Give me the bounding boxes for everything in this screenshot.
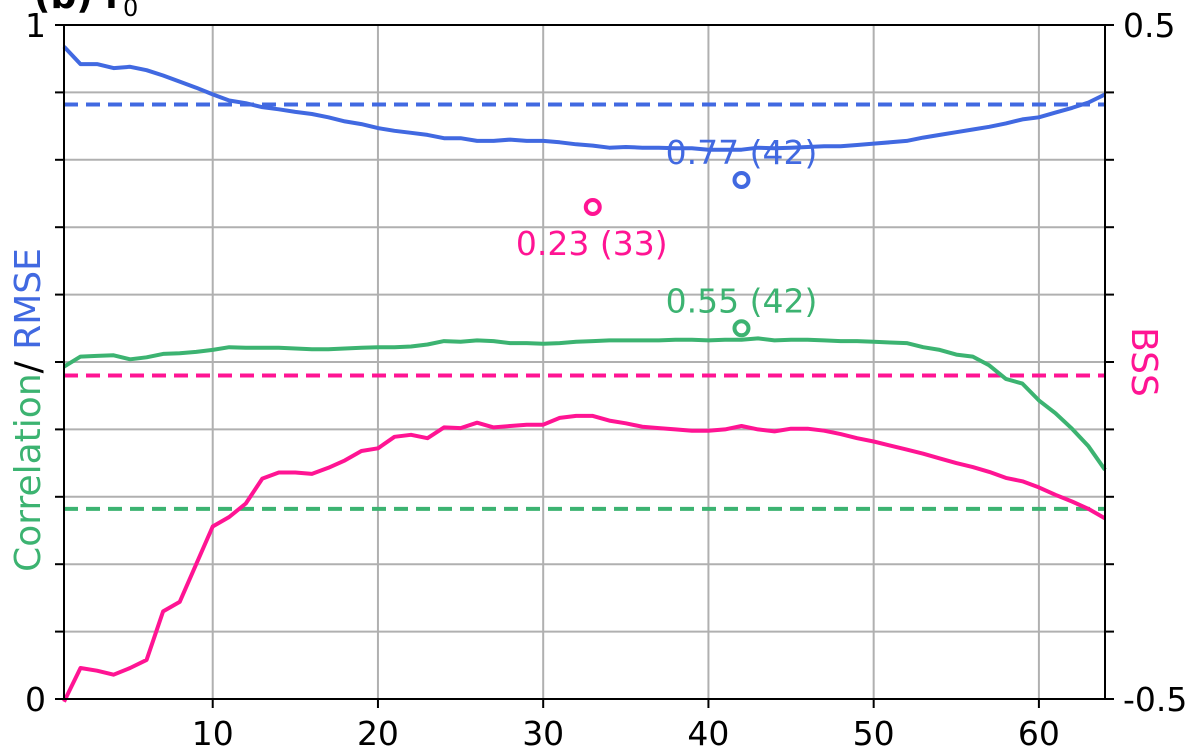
x-tick-label: 30 xyxy=(522,714,564,753)
y-right-tick-label: -0.5 xyxy=(1123,680,1187,719)
y-tick-label: 0 xyxy=(25,680,46,719)
peak-label: 0.55 (42) xyxy=(666,281,818,320)
x-tick-label: 50 xyxy=(853,714,895,753)
y-axis-label-separator: / xyxy=(8,350,49,374)
peak-marker xyxy=(732,171,751,190)
x-tick-label: 10 xyxy=(192,714,234,753)
annotations: 0.77 (42) 0.23 (33) 0.55 (42) xyxy=(516,133,818,338)
series-line xyxy=(62,45,1106,152)
series-line xyxy=(62,336,1107,471)
peak-label: 0.77 (42) xyxy=(666,133,818,172)
x-tick-label: 60 xyxy=(1018,714,1060,753)
peak-marker xyxy=(583,197,602,216)
panel-title: (b) r0 xyxy=(34,0,138,22)
axis-ticks: 10 20 30 40 50 60 0 -0.5 1 0.5 xyxy=(25,6,1187,753)
y-tick-label: 1 xyxy=(25,6,46,45)
peak-marker xyxy=(732,319,751,338)
y-axis-label-correlation: Correlation xyxy=(8,373,49,572)
peak-label: 0.23 (33) xyxy=(516,224,668,263)
x-tick-label: 20 xyxy=(357,714,399,753)
y-axis-label: Correlation/ RMSE xyxy=(8,248,49,572)
y-axis-right-label: BSS xyxy=(1123,327,1164,397)
reference-lines xyxy=(64,102,1105,511)
series-line xyxy=(62,413,1106,703)
y-axis-label-rmse: RMSE xyxy=(8,248,49,350)
data-series xyxy=(62,45,1107,703)
grid-lines xyxy=(64,24,1105,700)
x-tick-label: 40 xyxy=(687,714,729,753)
y-right-tick-label: 0.5 xyxy=(1123,6,1175,45)
